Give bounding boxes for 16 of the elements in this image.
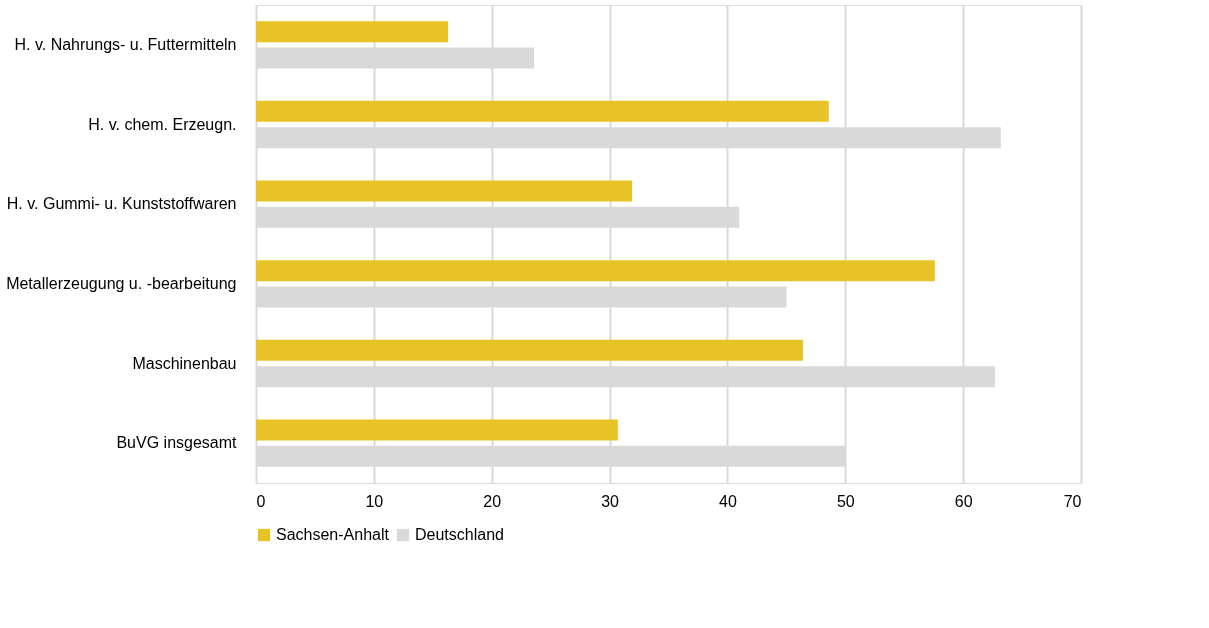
x-tick-label: 60 bbox=[954, 492, 973, 510]
legend-label: Sachsen-Anhalt bbox=[276, 526, 390, 543]
x-tick-label: 10 bbox=[365, 492, 384, 510]
y-tick-label: BuVG insgesamt bbox=[116, 434, 238, 452]
legend-label: Deutschland bbox=[415, 526, 504, 543]
x-tick-label: 50 bbox=[836, 492, 855, 510]
y-tick-label: H. v. chem. Erzeugn. bbox=[88, 115, 237, 133]
y-tick-label: H. v. Gummi- u. Kunststoffwaren bbox=[6, 195, 237, 213]
x-tick-label: 30 bbox=[601, 492, 620, 510]
y-tick-label: Metallerzeugung u. -bearbeitung bbox=[6, 274, 237, 292]
y-tick-label: H. v. Nahrungs- u. Futtermitteln bbox=[14, 35, 237, 53]
x-tick-label: 0 bbox=[256, 492, 266, 510]
x-tick-label: 40 bbox=[719, 492, 737, 510]
x-tick-label: 70 bbox=[1063, 492, 1082, 510]
y-tick-label: Maschinenbau bbox=[132, 354, 237, 372]
x-tick-label: 20 bbox=[483, 492, 502, 510]
